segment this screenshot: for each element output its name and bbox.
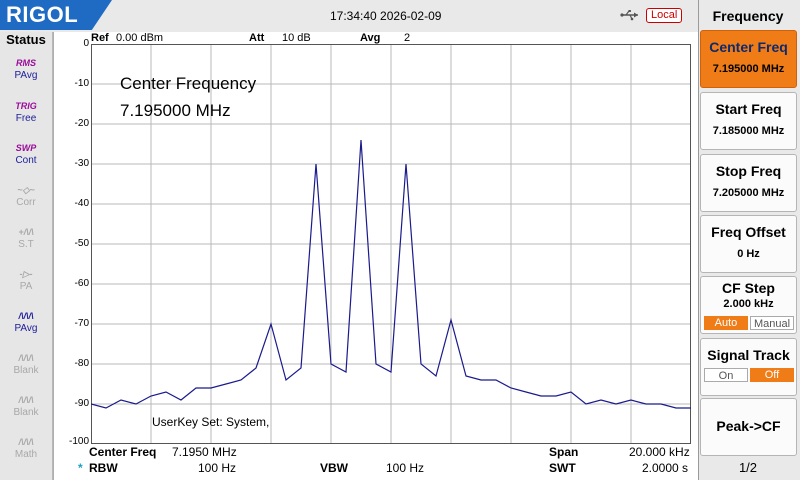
status-item-trace-blank-1[interactable]: /\/\/\ Blank	[4, 353, 48, 391]
overlay-value: 7.195000 MHz	[120, 101, 231, 120]
y-tick-label: -50	[74, 238, 89, 249]
softkey-value: 7.185000 MHz	[712, 125, 785, 137]
correction-icon: ~◇~	[17, 185, 35, 195]
softkey-stop-freq[interactable]: Stop Freq 7.205000 MHz	[700, 154, 797, 212]
trace-icon: /\/\/\	[18, 395, 34, 405]
status-item-label: Cont	[15, 155, 37, 166]
att-label: Att	[249, 32, 265, 44]
status-item-label: Corr	[16, 197, 36, 208]
status-item-correction[interactable]: ~◇~ Corr	[4, 185, 48, 223]
y-tick-label: -100	[68, 436, 89, 447]
y-tick-label: -90	[74, 398, 89, 409]
datetime: 17:34:40 2026-02-09	[330, 9, 442, 23]
y-tick-label: -80	[74, 358, 89, 369]
swt-value: 2.0000 s	[642, 461, 689, 475]
status-item-trace-avg[interactable]: /\/\/\ PAvg	[4, 311, 48, 349]
center-freq-label: Center Freq	[89, 445, 157, 459]
softkey-start-freq[interactable]: Start Freq 7.185000 MHz	[700, 92, 797, 150]
brand-logo	[0, 0, 112, 30]
status-item-label: Blank	[13, 365, 39, 376]
ref-label: Ref	[91, 32, 109, 44]
ref-value: 0.00 dBm	[116, 32, 164, 44]
status-panel	[0, 32, 53, 480]
softkey-label: CF Step	[722, 280, 775, 296]
y-tick-label: -60	[74, 278, 89, 289]
y-tick-label: -10	[74, 78, 89, 89]
plot-grid	[91, 44, 691, 444]
softkey-label: Stop Freq	[715, 163, 782, 179]
status-item-trigger[interactable]: TRIG Free	[4, 101, 48, 139]
softkey-label: Freq Offset	[711, 224, 786, 240]
trace-icon: /\/\/\	[18, 311, 34, 321]
trace-icon: /\/\/\	[18, 353, 34, 363]
preamp-icon: -▷-	[19, 269, 33, 279]
y-tick-label: -40	[74, 198, 89, 209]
avg-value: 2	[404, 32, 411, 44]
status-item-math[interactable]: /\/\/\ Math	[4, 437, 48, 475]
y-tick-label: -30	[74, 158, 89, 169]
userkey-status: UserKey Set: System,	[152, 415, 270, 429]
status-item-label: S.T	[18, 239, 34, 250]
span-label: Span	[549, 445, 579, 459]
softkey-label: Center Freq	[709, 39, 788, 55]
center-freq-value: 7.1950 MHz	[172, 445, 237, 459]
rbw-value: 100 Hz	[198, 461, 237, 475]
menu-title: Frequency	[712, 8, 784, 24]
usb-icon	[620, 10, 638, 21]
softkey-label: Start Freq	[715, 101, 782, 117]
signal-track-off-option[interactable]: Off	[750, 368, 794, 382]
status-item-label: PA	[19, 281, 33, 292]
status-item-label: Blank	[13, 407, 39, 418]
y-tick-label: -70	[74, 318, 89, 329]
softkey-peak-to-cf[interactable]: Peak->CF	[700, 398, 797, 456]
plot-frame	[91, 44, 691, 444]
cf-step-auto-option[interactable]: Auto	[704, 316, 748, 330]
softkey-center-freq[interactable]: Center Freq 7.195000 MHz	[700, 30, 797, 88]
softkey-value: 7.205000 MHz	[712, 187, 785, 199]
top-status-bar	[0, 0, 698, 32]
softkey-label: Signal Track	[707, 347, 790, 363]
softkey-label: Peak->CF	[716, 418, 781, 434]
status-item-sweep[interactable]: SWP Cont	[4, 143, 48, 181]
rbw-label: RBW	[89, 461, 118, 475]
softkey-freq-offset[interactable]: Freq Offset 0 Hz	[700, 215, 797, 273]
spectrum-plot	[91, 44, 691, 444]
spectrum-display	[53, 32, 699, 480]
status-item-label: PAvg	[14, 323, 38, 334]
vbw-label: VBW	[320, 461, 348, 475]
vbw-value: 100 Hz	[386, 461, 425, 475]
cf-step-manual-option[interactable]: Manual	[750, 316, 794, 330]
softkey-value: 0 Hz	[737, 248, 760, 260]
spectrum-trace	[91, 139, 691, 409]
status-panel-title: Status	[6, 32, 46, 47]
status-item-signal-track[interactable]: +/\/\ S.T	[4, 227, 48, 265]
signal-track-icon: +/\/\	[18, 227, 34, 237]
signal-track-on-option[interactable]: On	[704, 368, 748, 382]
y-tick-label: -20	[74, 118, 89, 129]
menu-page-indicator: 1/2	[738, 460, 758, 475]
avg-label: Avg	[360, 32, 381, 44]
softkey-value: 7.195000 MHz	[712, 63, 785, 75]
status-item-preamp[interactable]: -▷- PA	[4, 269, 48, 307]
att-value: 10 dB	[282, 32, 311, 44]
status-item-label: Free	[15, 113, 37, 124]
status-item-detector[interactable]: RMS PAvg	[4, 58, 48, 96]
swt-label: SWT	[549, 461, 576, 475]
status-item-label: PAvg	[14, 70, 38, 81]
y-tick-label: 0	[83, 38, 89, 49]
brand-logo-text: RIGOL	[6, 2, 79, 27]
span-value: 20.000 kHz	[629, 445, 690, 459]
math-icon: /\/\/\	[18, 437, 34, 447]
status-item-label: Math	[14, 449, 38, 460]
softkey-signal-track[interactable]: Signal Track	[700, 338, 797, 396]
remote-status-badge[interactable]: Local	[646, 8, 683, 23]
softkey-value: 2.000 kHz	[723, 298, 774, 310]
overlay-title: Center Frequency	[120, 74, 257, 93]
trig-icon: TRIG	[15, 101, 37, 111]
rbw-manual-marker: *	[78, 461, 83, 475]
status-item-trace-blank-2[interactable]: /\/\/\ Blank	[4, 395, 48, 433]
swp-icon: SWP	[15, 143, 37, 153]
rms-icon: RMS	[16, 58, 36, 68]
